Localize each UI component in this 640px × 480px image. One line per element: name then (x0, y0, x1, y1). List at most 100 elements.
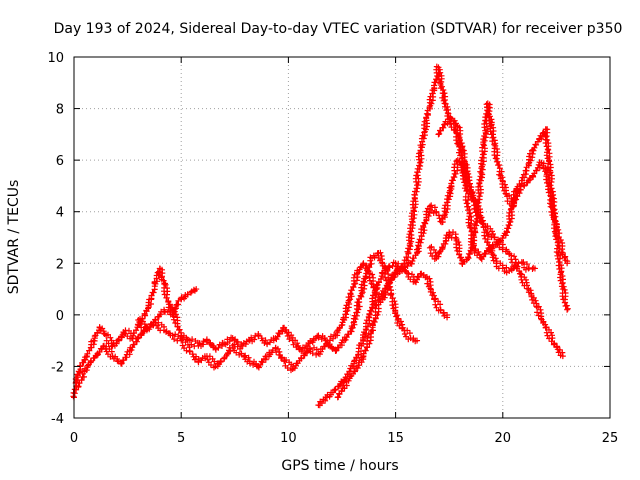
data-point-run (358, 313, 373, 347)
data-point-run (307, 344, 320, 358)
data-point-run (546, 169, 559, 220)
data-point-run (559, 286, 571, 312)
y-tick-label: 10 (47, 51, 64, 66)
series-track-1 (70, 265, 200, 401)
data-point-run (170, 308, 185, 340)
x-tick-label: 5 (177, 431, 185, 446)
data-point-run (153, 319, 167, 334)
data-point-run (382, 276, 394, 292)
data-point-run (148, 280, 158, 302)
data-point-run (87, 352, 100, 364)
data-point-run (97, 325, 108, 337)
y-axis-label: SDTVAR / TECUs (6, 180, 22, 295)
data-point-run (520, 259, 530, 273)
data-point (414, 337, 421, 344)
data-point-run (499, 246, 513, 258)
data-point (426, 203, 433, 210)
data-point-run (454, 124, 468, 162)
chart-title: Day 193 of 2024, Sidereal Day-to-day VTE… (54, 21, 623, 37)
data-point-run (453, 236, 466, 267)
data-point-run (501, 264, 510, 276)
data-point-run (290, 337, 303, 353)
data-point-run (465, 229, 479, 261)
data-point-run (360, 262, 372, 275)
series-track-4 (315, 63, 566, 409)
data-point-run (438, 184, 455, 226)
data-point-run (239, 336, 252, 349)
x-tick-label: 10 (280, 431, 297, 446)
data-point (564, 306, 571, 313)
y-tick-label: 0 (56, 309, 64, 324)
y-tick-label: -4 (51, 412, 64, 427)
data-point-run (404, 198, 419, 255)
data-point-run (427, 243, 439, 262)
data-point-run (375, 287, 388, 306)
data-point-run (204, 353, 218, 371)
y-tick-label: 4 (56, 206, 64, 221)
data-point-run (178, 292, 189, 302)
x-tick-label: 25 (602, 431, 619, 446)
data-point-run (439, 90, 454, 120)
data-point-run (127, 335, 141, 353)
data-point (118, 360, 125, 367)
y-tick-label: 2 (56, 257, 64, 272)
data-point-run (394, 318, 406, 332)
data-point-run (497, 174, 510, 198)
data-point-run (467, 189, 481, 209)
data-point-run (340, 293, 355, 321)
data-point-run (334, 316, 346, 339)
data-point (388, 291, 395, 298)
y-tick-label: 8 (56, 103, 64, 118)
data-point-run (83, 338, 97, 360)
data-point-run (347, 271, 361, 297)
data-point-run (348, 299, 363, 330)
data-point-run (480, 223, 494, 252)
data-point-run (446, 229, 459, 241)
data-point-run (366, 286, 380, 317)
data-point-run (486, 246, 500, 265)
data-point-run (175, 295, 185, 308)
y-tick-label: -2 (51, 360, 64, 375)
data-point-run (350, 342, 364, 370)
data-point-run (514, 259, 525, 270)
data-point-run (534, 303, 549, 331)
data-point-run (541, 126, 554, 174)
data-point-run (420, 205, 433, 229)
data-point (519, 260, 526, 267)
data-point-run (401, 327, 413, 343)
data-point-run (420, 272, 430, 281)
series-track-7 (435, 115, 538, 276)
x-tick-labels: 0 5 10 15 20 25 (70, 431, 618, 446)
data-point-run (369, 302, 382, 334)
data-point-run (401, 259, 412, 271)
data-point-run (510, 183, 524, 209)
data-point-run (91, 324, 103, 344)
series-track-2 (75, 249, 421, 391)
plot-frame (73, 56, 611, 419)
data-point-run (115, 329, 128, 343)
data-point-run (522, 147, 536, 174)
data-point-run (550, 214, 563, 255)
grid (74, 57, 610, 418)
data-point-run (424, 275, 438, 302)
data-point (559, 353, 566, 360)
x-tick-label: 20 (495, 431, 512, 446)
data-point-run (484, 101, 499, 147)
data-point-run (448, 117, 460, 129)
x-axis-label: GPS time / hours (281, 458, 398, 474)
data-point-run (75, 367, 87, 390)
data-point-run (423, 87, 438, 117)
data-point-run (525, 287, 540, 310)
data-point (531, 265, 538, 272)
data-point-run (448, 158, 461, 190)
data-point (444, 314, 451, 321)
data-point (431, 296, 438, 303)
y-tick-labels: -4 -2 0 2 4 6 8 10 (47, 51, 64, 427)
data-point (542, 324, 549, 331)
data-point-run (460, 256, 471, 265)
axis-ticks (73, 56, 611, 419)
data-point-run (550, 341, 566, 359)
series-track-5 (334, 157, 571, 401)
data-point-run (417, 112, 431, 149)
